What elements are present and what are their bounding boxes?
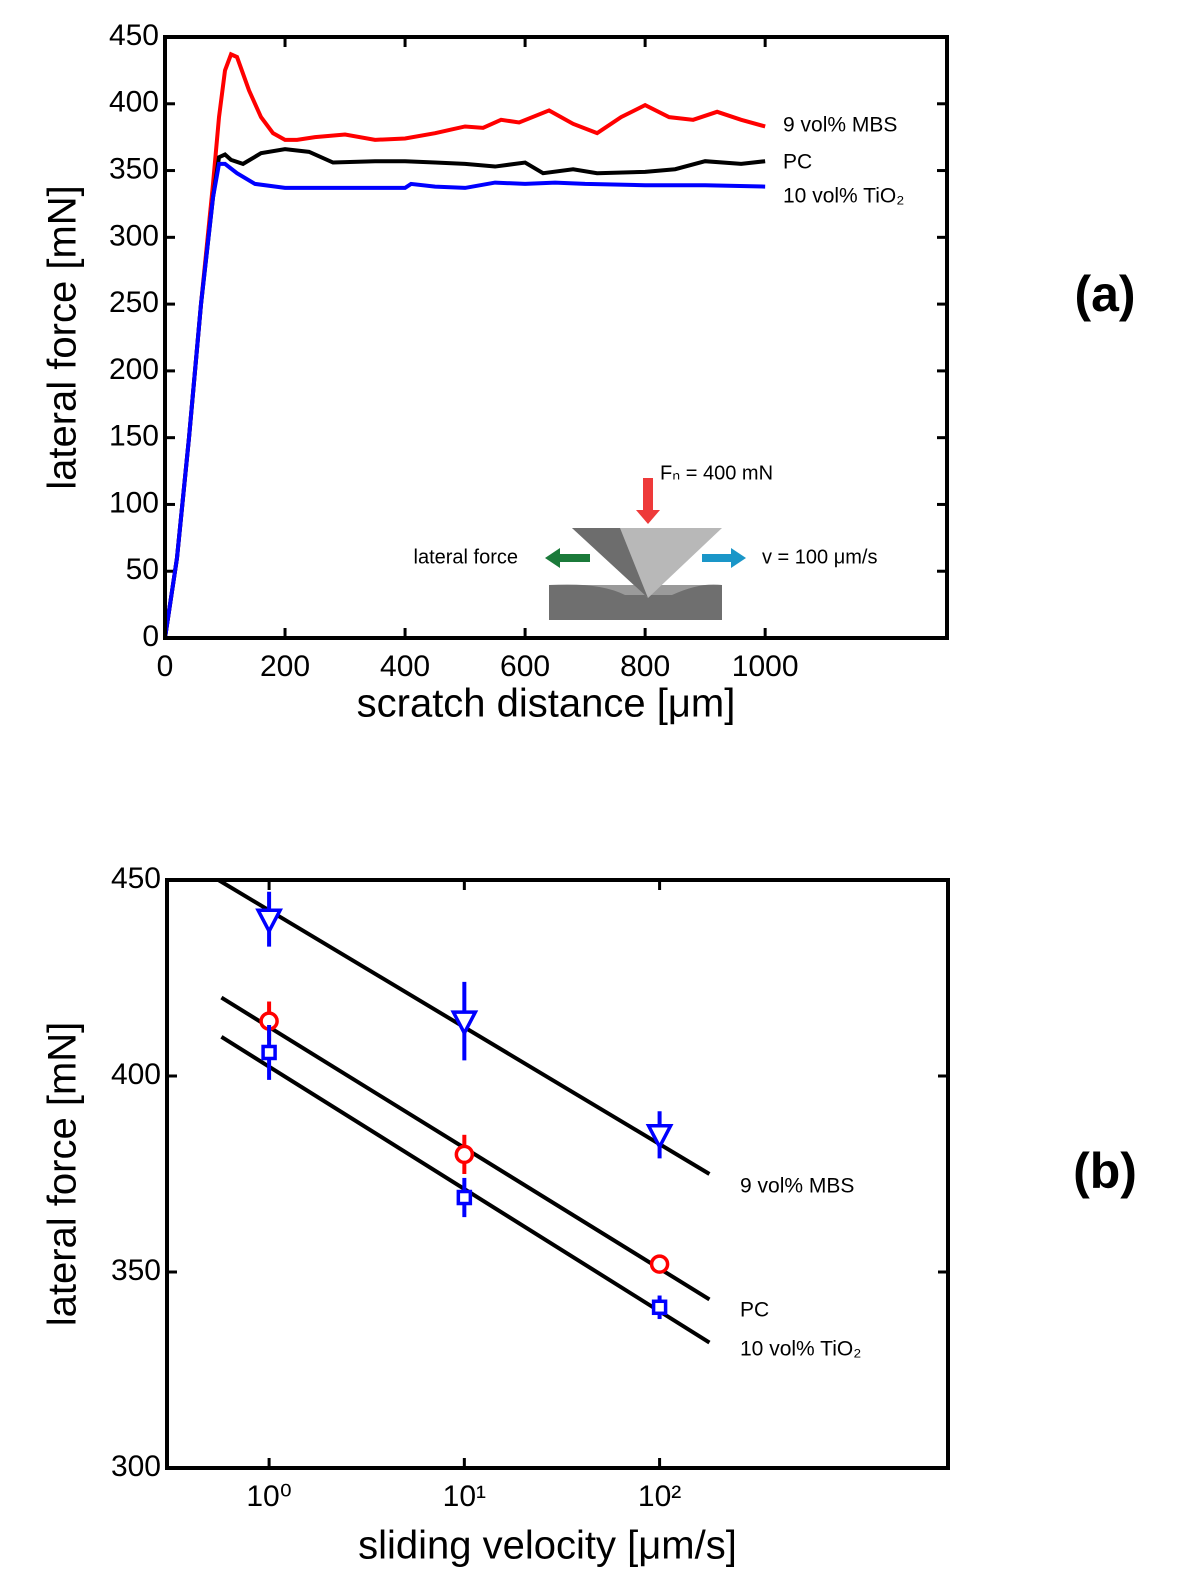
- data-line: [165, 51, 766, 638]
- x-tick-label: 10⁰: [246, 1480, 291, 1513]
- indenter-shade: [572, 528, 648, 598]
- x-axis-title: scratch distance [μm]: [357, 682, 736, 726]
- normal-force-arrow: [636, 478, 660, 524]
- y-tick-label: 250: [109, 286, 159, 319]
- data-line: [165, 161, 766, 638]
- series-label: 10 vol% TiO₂: [740, 1338, 861, 1361]
- marker: [255, 908, 283, 935]
- x-tick-label: 200: [260, 650, 310, 683]
- inset-schematic: Fₙ = 400 mN lateral force v = 100 μm/s: [414, 462, 877, 620]
- marker: [649, 1254, 670, 1274]
- x-tick-label: 400: [380, 650, 430, 683]
- y-tick-label: 150: [109, 420, 159, 453]
- marker: [261, 1044, 277, 1061]
- y-tick-label: 200: [109, 353, 159, 386]
- series-label: 9 vol% MBS: [783, 114, 897, 137]
- panel-label: (a): [1074, 266, 1135, 322]
- y-tick-label: 50: [126, 553, 159, 586]
- velocity-arrow: [702, 548, 746, 568]
- x-tick-label: 10²: [638, 1480, 681, 1513]
- y-tick-label: 350: [109, 152, 159, 185]
- y-axis-title: lateral force [mN]: [41, 1022, 85, 1327]
- x-tick-label: 600: [500, 650, 550, 683]
- y-tick-label: 0: [142, 620, 159, 653]
- marker: [454, 1144, 475, 1165]
- plot-area: [165, 51, 766, 638]
- marker: [456, 1189, 473, 1206]
- x-tick-label: 10¹: [443, 1480, 486, 1513]
- annotation: lateral force: [414, 546, 519, 568]
- y-tick-label: 400: [109, 86, 159, 119]
- y-tick-label: 450: [109, 19, 159, 52]
- y-axis-title: lateral force [mN]: [41, 185, 85, 490]
- x-tick-label: 0: [157, 650, 174, 683]
- axes-frame: [165, 878, 950, 1470]
- annotation: v = 100 μm/s: [762, 546, 877, 568]
- panel-label: (b): [1073, 1143, 1137, 1199]
- annotation: Fₙ = 400 mN: [660, 462, 773, 484]
- lateral-force-arrow: [545, 548, 590, 568]
- y-tick-label: 300: [109, 219, 159, 252]
- series-label: 9 vol% MBS: [740, 1175, 854, 1198]
- series-label: PC: [783, 151, 812, 174]
- marker: [651, 1299, 668, 1316]
- y-tick-label: 100: [109, 486, 159, 519]
- x-tick-label: 800: [620, 650, 670, 683]
- plot-area: [217, 880, 711, 1345]
- series-label: PC: [740, 1299, 769, 1322]
- series-label: 10 vol% TiO₂: [783, 185, 904, 208]
- y-tick-label: 400: [111, 1058, 161, 1091]
- x-tick-label: 1000: [732, 650, 799, 683]
- y-tick-label: 350: [111, 1254, 161, 1287]
- marker: [645, 1124, 674, 1151]
- x-axis-title: sliding velocity [μm/s]: [358, 1524, 737, 1568]
- substrate-edge: [549, 584, 722, 595]
- y-tick-label: 450: [111, 862, 161, 895]
- marker: [450, 1010, 479, 1037]
- y-tick-label: 300: [111, 1450, 161, 1483]
- axes-frame: [163, 35, 949, 640]
